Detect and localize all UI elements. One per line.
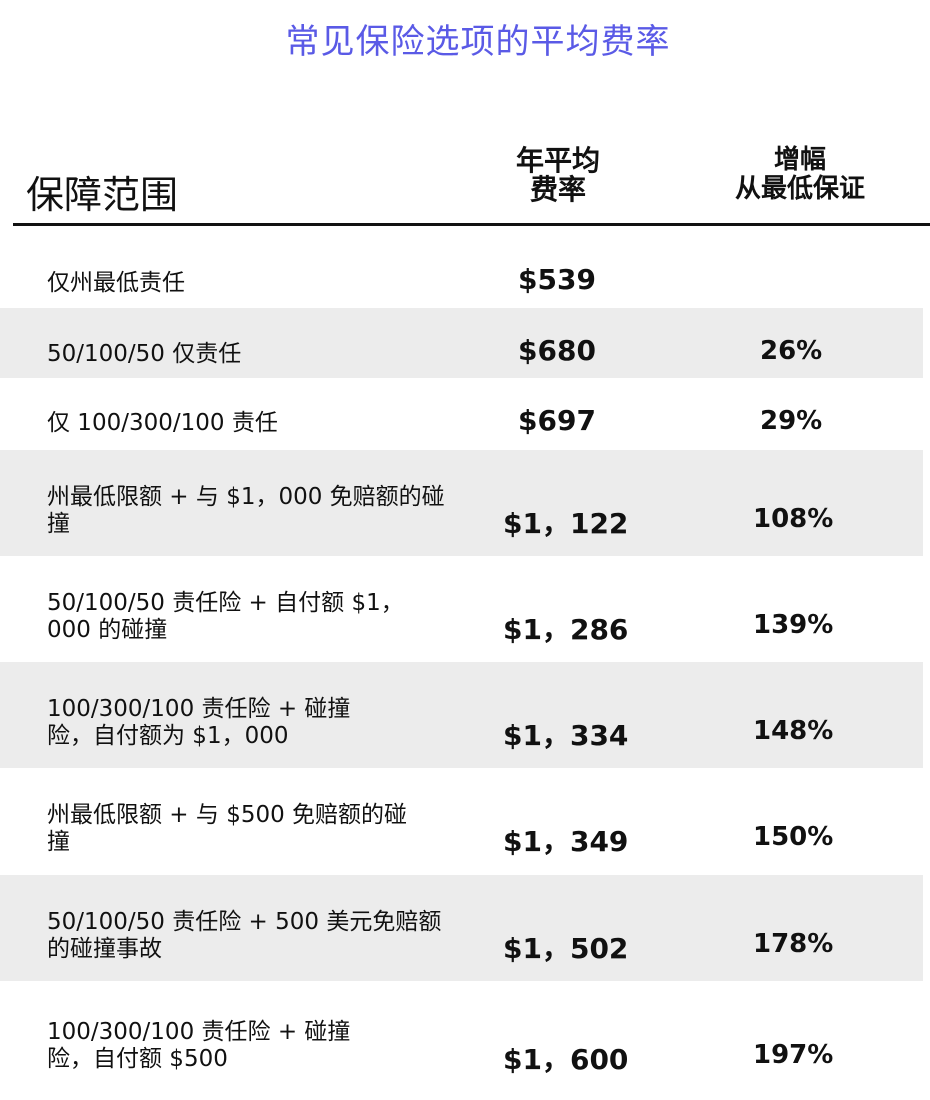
increase-cell: 197% (753, 1040, 834, 1070)
table-row: 100/300/100 责任险 + 碰撞险，自付额为 $1，000 $1，334… (0, 662, 923, 768)
increase-cell: 139% (753, 610, 834, 640)
table-row: 50/100/50 责任险 + 自付额 $1，000 的碰撞 $1，286 13… (0, 556, 923, 662)
coverage-cell: 50/100/50 仅责任 (47, 341, 242, 367)
rate-cell: $680 (518, 334, 596, 367)
coverage-cell: 州最低限额 + 与 $1，000 免赔额的碰撞 (47, 484, 445, 537)
rate-header-line2: 费率 (529, 173, 586, 206)
rate-header-line1: 年平均 (515, 144, 600, 177)
table-row: 50/100/50 责任险 + 500 美元免赔额的碰撞事故 $1，502 17… (0, 875, 923, 981)
rate-cell: $1，122 (503, 507, 629, 540)
rate-cell: $697 (518, 404, 596, 437)
rate-cell: $539 (518, 263, 596, 296)
table-row: 州最低限额 + 与 $500 免赔额的碰撞 $1，349 150% (0, 768, 923, 875)
table-row: 仅州最低责任 $539 (0, 238, 923, 308)
coverage-column-header: 保障范围 (26, 173, 179, 217)
rate-column-header: 年平均 费率 (488, 146, 628, 204)
coverage-cell: 50/100/50 责任险 + 自付额 $1，000 的碰撞 (47, 590, 404, 643)
coverage-cell: 100/300/100 责任险 + 碰撞险，自付额 $500 (47, 1019, 351, 1072)
page-title: 常见保险选项的平均费率 (285, 22, 671, 62)
table-row: 州最低限额 + 与 $1，000 免赔额的碰撞 $1，122 108% (0, 450, 923, 556)
increase-column-header: 增幅 从最低保证 (715, 146, 885, 204)
coverage-cell: 100/300/100 责任险 + 碰撞险，自付额为 $1，000 (47, 696, 351, 749)
increase-cell: 148% (753, 716, 834, 746)
increase-cell: 178% (753, 929, 834, 959)
coverage-cell: 仅 100/300/100 责任 (47, 410, 278, 436)
increase-cell: 26% (760, 336, 823, 366)
coverage-cell: 州最低限额 + 与 $500 免赔额的碰撞 (47, 802, 408, 855)
rate-cell: $1，349 (503, 825, 629, 858)
rate-cell: $1，502 (503, 932, 629, 965)
increase-header-line2: 从最低保证 (734, 174, 865, 204)
header-divider (13, 223, 930, 226)
coverage-cell: 仅州最低责任 (47, 270, 185, 296)
rate-cell: $1，286 (503, 613, 629, 646)
increase-cell: 150% (753, 822, 834, 852)
increase-cell: 29% (760, 406, 823, 436)
coverage-cell: 50/100/50 责任险 + 500 美元免赔额的碰撞事故 (47, 909, 442, 962)
rate-cell: $1，334 (503, 719, 629, 752)
rate-cell: $1，600 (503, 1043, 629, 1076)
increase-cell: 108% (753, 504, 834, 534)
increase-header-line1: 增幅 (773, 145, 826, 175)
table-row: 100/300/100 责任险 + 碰撞险，自付额 $500 $1，600 19… (0, 981, 923, 1100)
table-row: 50/100/50 仅责任 $680 26% (0, 308, 923, 378)
table-row: 仅 100/300/100 责任 $697 29% (0, 378, 923, 450)
